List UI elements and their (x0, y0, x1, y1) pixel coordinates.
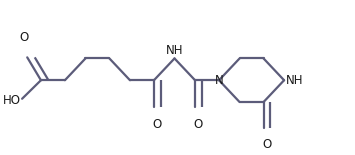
Text: O: O (20, 31, 29, 44)
Text: O: O (194, 118, 203, 131)
Text: O: O (153, 118, 162, 131)
Text: HO: HO (2, 94, 20, 107)
Text: O: O (262, 138, 272, 151)
Text: NH: NH (286, 74, 303, 87)
Text: NH: NH (166, 44, 183, 57)
Text: N: N (215, 74, 223, 87)
